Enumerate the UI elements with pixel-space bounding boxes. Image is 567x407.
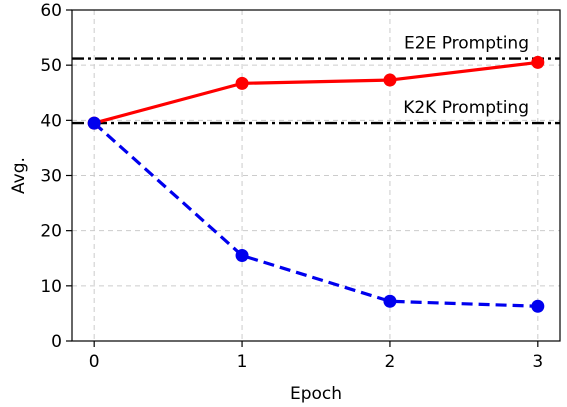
- y-axis-label: Avg.: [9, 157, 29, 194]
- data-point: [383, 73, 397, 87]
- data-point: [87, 116, 101, 130]
- series-line: [93, 60, 539, 125]
- reference-line-label: E2E Prompting: [404, 34, 529, 54]
- series-line: [93, 121, 538, 308]
- series: [87, 55, 545, 313]
- x-axis-label: Epoch: [290, 384, 342, 404]
- data-point: [235, 248, 249, 262]
- x-tick-label: 3: [532, 352, 543, 372]
- y-tick-label: 20: [40, 222, 62, 242]
- y-tick-label: 60: [40, 1, 62, 21]
- data-point: [531, 55, 545, 69]
- reference-line-label: K2K Prompting: [403, 98, 529, 118]
- y-tick-label: 40: [40, 111, 62, 131]
- x-tick-label: 0: [89, 352, 100, 372]
- y-tick-label: 0: [51, 332, 62, 352]
- y-tick-label: 30: [40, 167, 62, 187]
- y-tick-label: 10: [40, 277, 62, 297]
- y-tick-label: 50: [40, 56, 62, 76]
- x-tick-label: 1: [237, 352, 248, 372]
- data-point: [531, 299, 545, 313]
- reference-lines: E2E Prompting K2K Prompting: [72, 34, 560, 125]
- data-point: [383, 294, 397, 308]
- x-tick-label: 2: [385, 352, 396, 372]
- data-point: [235, 76, 249, 90]
